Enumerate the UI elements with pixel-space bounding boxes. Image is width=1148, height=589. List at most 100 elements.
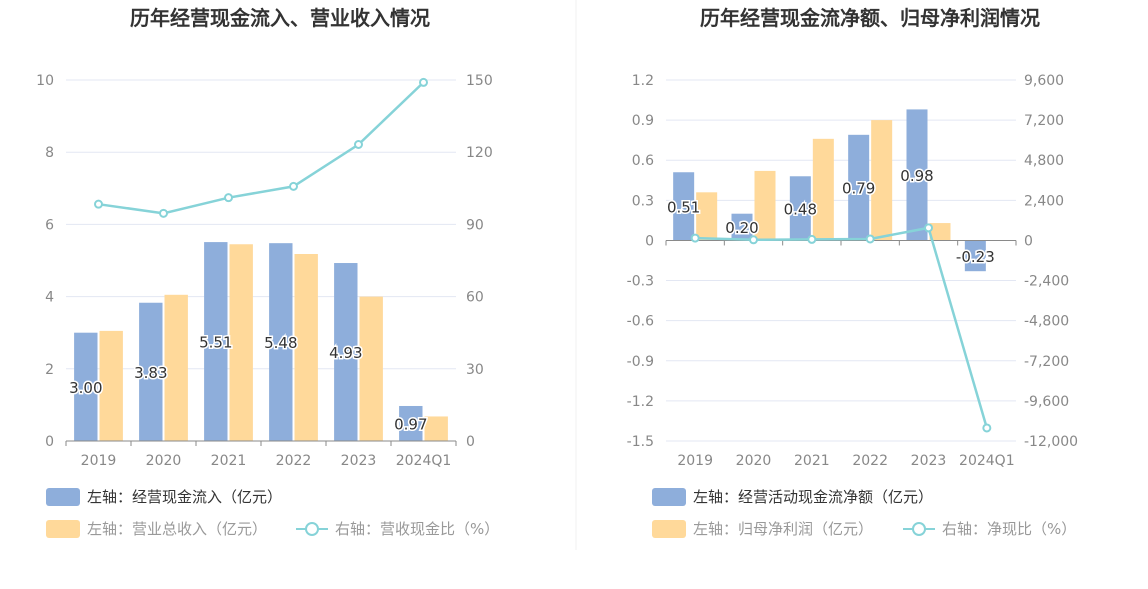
left-axis-tick-label: -0.6 [627, 314, 654, 330]
bar-secondary[interactable] [754, 170, 776, 241]
legend: 左轴：经营现金流入（亿元） 左轴：营业总收入（亿元） 右轴：营收现金比（%） [46, 488, 499, 538]
legend-line-marker [912, 522, 926, 536]
line-point[interactable] [224, 193, 233, 203]
bar-primary[interactable] [673, 172, 695, 241]
bar-secondary[interactable] [359, 296, 383, 441]
right-axis-tick-label: 30 [466, 362, 484, 378]
x-axis-tick-label: 2021 [794, 453, 830, 469]
line-point[interactable] [159, 208, 168, 218]
chart-title: 历年经营现金流净额、归母净利润情况 [700, 6, 1040, 30]
bar-primary[interactable] [269, 243, 293, 441]
left-axis-tick-label: 6 [45, 217, 54, 233]
right-axis-tick-label: 9,600 [1024, 73, 1064, 89]
legend-item-line[interactable]: 右轴：营收现金比（%） [296, 520, 499, 538]
left-axis-tick-label: -0.9 [627, 354, 654, 370]
x-axis-tick-label: 2019 [677, 453, 713, 469]
line-point[interactable] [865, 234, 875, 244]
line-point[interactable] [419, 77, 428, 87]
bar-primary[interactable] [399, 405, 423, 441]
bar-primary[interactable] [139, 302, 163, 441]
line-point[interactable] [289, 181, 298, 191]
bar-secondary[interactable] [424, 416, 448, 441]
line-point[interactable] [807, 234, 817, 244]
right-axis-tick-label: -9,600 [1024, 394, 1069, 410]
legend-label: 右轴：净现比（%） [942, 520, 1076, 538]
chart-panel-net-cash-flow-profit: 历年经营现金流净额、归母净利润情况 -1.5 -1.2 -0.9 -0.6 -0.3 0 0… [627, 6, 1078, 538]
line-point[interactable] [94, 199, 103, 209]
data-label: 5.51 [199, 334, 232, 352]
line-point[interactable] [690, 233, 700, 243]
line-series-path [695, 226, 989, 429]
right-axis-tick-label: 120 [466, 145, 493, 161]
left-axis-tick-label: 4 [45, 290, 54, 306]
bar-primary[interactable] [74, 332, 98, 441]
data-label: 5.48 [264, 334, 297, 352]
legend-line-marker [305, 522, 319, 536]
bar-secondary[interactable] [696, 192, 718, 241]
left-axis-tick-label: 0.9 [632, 113, 654, 129]
legend-label: 左轴：归母净利润（亿元） [693, 520, 873, 538]
left-axis-tick-label: -0.3 [627, 274, 654, 290]
data-label: 0.97 [394, 415, 427, 433]
bar-primary[interactable] [906, 109, 928, 241]
legend-label: 左轴：营业总收入（亿元） [87, 520, 267, 538]
legend-item-bar-orange[interactable]: 左轴：归母净利润（亿元） [652, 520, 873, 538]
left-axis-tick-label: 0.6 [632, 153, 654, 169]
legend-swatch-orange [46, 520, 80, 538]
legend-item-bar-blue[interactable]: 左轴：经营现金流入（亿元） [46, 488, 282, 506]
data-label: 3.83 [134, 364, 167, 382]
bar-secondary[interactable] [812, 138, 834, 241]
line-point[interactable] [924, 223, 933, 233]
data-label: -0.23 [956, 248, 995, 266]
bar-primary[interactable] [204, 242, 228, 441]
data-label: 0.98 [900, 167, 933, 185]
left-axis-tick-label: 8 [45, 145, 54, 161]
right-axis-tick-label: 7,200 [1024, 113, 1064, 129]
left-axis-tick-label: 0.3 [632, 193, 654, 209]
legend-item-line[interactable]: 右轴：净现比（%） [903, 520, 1076, 538]
right-axis-tick-label: 0 [1024, 233, 1033, 249]
right-axis-tick-label: -12,000 [1024, 434, 1078, 450]
legend-swatch-orange [652, 520, 686, 538]
bar-secondary[interactable] [229, 244, 253, 441]
bar-primary[interactable] [964, 240, 986, 272]
bar-secondary[interactable] [871, 120, 893, 241]
x-axis-tick-label: 2019 [81, 453, 117, 469]
data-label: 4.93 [329, 344, 362, 362]
bar-secondary[interactable] [164, 294, 188, 441]
legend-swatch-blue [652, 488, 686, 506]
x-axis-tick-label: 2022 [852, 453, 888, 469]
right-axis-tick-label: 2,400 [1024, 193, 1064, 209]
left-axis-tick-label: 0 [45, 434, 54, 450]
legend-item-bar-orange[interactable]: 左轴：营业总收入（亿元） [46, 520, 267, 538]
right-axis-tick-label: -7,200 [1024, 354, 1069, 370]
data-label: 0.79 [842, 180, 875, 198]
legend-swatch-blue [46, 488, 80, 506]
bar-primary[interactable] [731, 213, 753, 241]
right-axis-tick-label: -2,400 [1024, 274, 1069, 290]
right-axis-tick-label: 150 [466, 73, 493, 89]
x-axis-tick-label: 2023 [341, 453, 377, 469]
right-axis-tick-label: 60 [466, 290, 484, 306]
bar-primary[interactable] [334, 263, 358, 441]
data-label: 0.20 [725, 219, 758, 237]
x-axis-tick-label: 2022 [276, 453, 312, 469]
right-axis-tick-label: 0 [466, 434, 475, 450]
left-axis-tick-label: -1.5 [627, 434, 654, 450]
legend: 左轴：经营活动现金流净额（亿元） 左轴：归母净利润（亿元） 右轴：净现比（%） [652, 488, 1076, 538]
x-axis-tick-label: 2024Q1 [959, 453, 1015, 469]
bar-primary[interactable] [789, 176, 811, 241]
bar-primary[interactable] [848, 134, 870, 241]
left-axis-tick-label: 2 [45, 362, 54, 378]
line-point[interactable] [354, 139, 363, 149]
legend-label: 左轴：经营活动现金流净额（亿元） [693, 488, 933, 506]
right-axis-tick-label: -4,800 [1024, 314, 1069, 330]
bar-secondary[interactable] [99, 330, 123, 441]
data-label: 3.00 [69, 379, 102, 397]
line-point[interactable] [749, 235, 758, 245]
line-point[interactable] [982, 423, 992, 433]
bar-secondary[interactable] [929, 223, 951, 241]
legend-item-bar-blue[interactable]: 左轴：经营活动现金流净额（亿元） [652, 488, 933, 506]
bar-secondary[interactable] [294, 254, 318, 441]
